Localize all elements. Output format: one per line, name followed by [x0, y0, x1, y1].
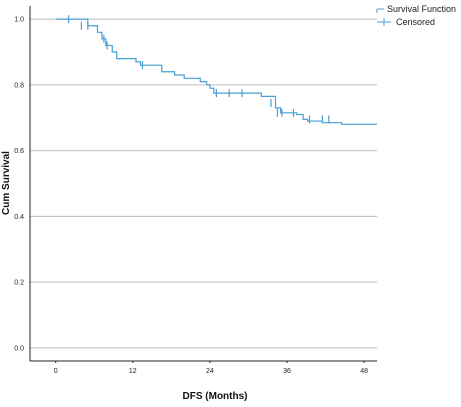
y-axis-title: Cum Survival [1, 151, 12, 215]
tick-labels: 0.0 0.2 0.4 0.6 0.8 1.0 0 12 24 36 48 [14, 17, 368, 375]
axes [29, 6, 377, 363]
x-tick-label: 36 [283, 368, 291, 375]
y-tick-label: 0.0 [14, 345, 24, 352]
grid-lines [30, 18, 377, 349]
x-tick-label: 0 [54, 368, 58, 375]
legend: Survival Function Censored [376, 4, 456, 27]
x-tick-label: 24 [206, 368, 214, 375]
y-tick-label: 1.0 [14, 17, 24, 24]
censored-markers [67, 15, 330, 124]
y-tick-label: 0.2 [14, 280, 24, 287]
y-tick-label: 0.4 [14, 214, 24, 221]
series-layer [55, 18, 377, 125]
legend-censored-label: Censored [396, 17, 435, 27]
survival-function-line [55, 18, 377, 125]
legend-survival-label: Survival Function [387, 4, 456, 14]
y-tick-label: 0.8 [14, 82, 24, 89]
x-tick-label: 48 [360, 368, 368, 375]
x-axis-title: DFS (Months) [183, 391, 248, 402]
x-tick-label: 12 [129, 368, 137, 375]
y-tick-label: 0.6 [14, 148, 24, 155]
